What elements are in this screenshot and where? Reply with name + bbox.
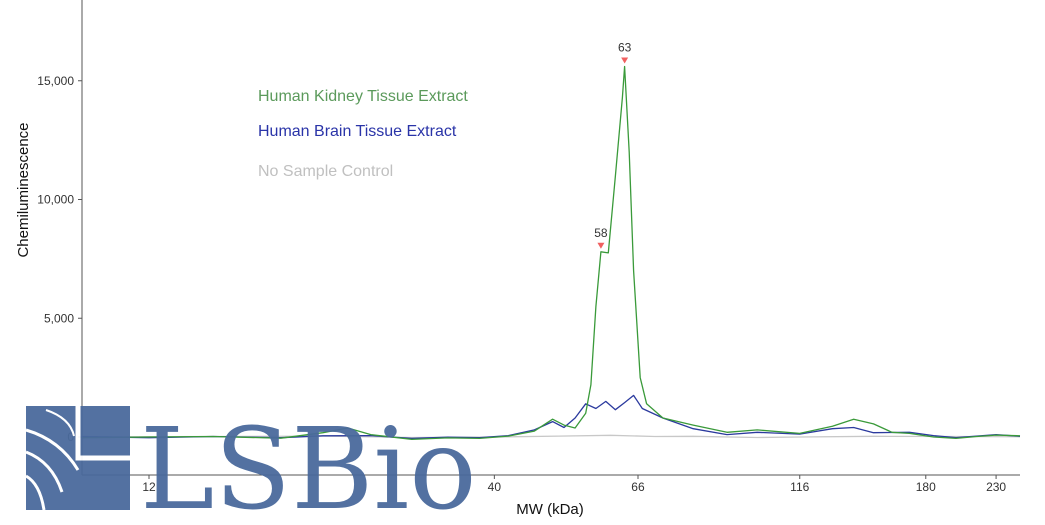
peak-label: 58 (594, 226, 608, 240)
x-tick-label: 40 (488, 480, 502, 494)
y-axis-title: Chemiluminescence (15, 122, 32, 257)
series-line-0 (81, 65, 1021, 441)
x-tick-label: 66 (631, 480, 645, 494)
series-layer (81, 65, 1021, 441)
legend-entry: Human Kidney Tissue Extract (258, 88, 468, 105)
peak-label: 63 (618, 41, 632, 55)
x-tick-label: 116 (790, 480, 809, 494)
lsbio-logo: LSBio (25, 405, 477, 525)
x-tick-label: 230 (986, 480, 1006, 494)
x-tick-label: 180 (916, 480, 936, 494)
lsbio-logo-emblem-icon (25, 406, 130, 511)
legend: Human Kidney Tissue Extract Human Brain T… (258, 88, 468, 180)
y-tick-label: 5,000 (44, 311, 74, 325)
peak-marker (621, 57, 629, 64)
peak-marker (597, 242, 605, 249)
x-tick-label: 12 (142, 480, 156, 494)
x-axis-title: MW (kDa) (516, 501, 584, 518)
legend-entry: No Sample Control (258, 163, 393, 180)
legend-entry: Human Brain Tissue Extract (258, 123, 457, 140)
y-tick-label: 10,000 (37, 193, 74, 207)
y-tick-label: 15,000 (37, 74, 74, 88)
lsbio-logo-text: LSBio (140, 405, 477, 525)
annotation-layer: 58 63 (594, 41, 632, 249)
